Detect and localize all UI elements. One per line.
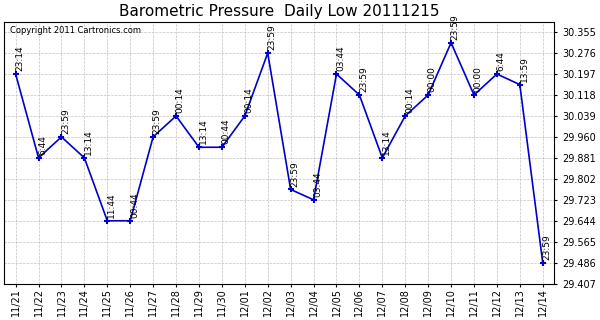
- Text: 23:59: 23:59: [290, 161, 299, 187]
- Text: 00:44: 00:44: [130, 192, 139, 218]
- Text: 13:14: 13:14: [84, 129, 93, 155]
- Text: 00:14: 00:14: [176, 87, 185, 113]
- Text: 00:44: 00:44: [221, 119, 230, 144]
- Title: Barometric Pressure  Daily Low 20111215: Barometric Pressure Daily Low 20111215: [119, 4, 439, 19]
- Text: 00:14: 00:14: [405, 87, 414, 113]
- Text: 6:44: 6:44: [497, 51, 506, 71]
- Text: 23:59: 23:59: [542, 234, 551, 260]
- Text: 23:59: 23:59: [268, 25, 277, 50]
- Text: 6:44: 6:44: [38, 135, 47, 155]
- Text: 03:44: 03:44: [313, 172, 322, 197]
- Text: Copyright 2011 Cartronics.com: Copyright 2011 Cartronics.com: [10, 26, 140, 35]
- Text: 13:14: 13:14: [382, 129, 391, 155]
- Text: 23:59: 23:59: [153, 108, 162, 134]
- Text: 13:59: 13:59: [520, 56, 529, 82]
- Text: 00:00: 00:00: [428, 66, 437, 92]
- Text: 23:14: 23:14: [15, 46, 24, 71]
- Text: 03:44: 03:44: [336, 46, 345, 71]
- Text: 23:59: 23:59: [451, 14, 460, 40]
- Text: 13:14: 13:14: [199, 119, 208, 144]
- Text: 11:44: 11:44: [107, 192, 116, 218]
- Text: 00:14: 00:14: [244, 87, 253, 113]
- Text: 23:59: 23:59: [61, 108, 70, 134]
- Text: 00:00: 00:00: [473, 66, 482, 92]
- Text: 23:59: 23:59: [359, 67, 368, 92]
